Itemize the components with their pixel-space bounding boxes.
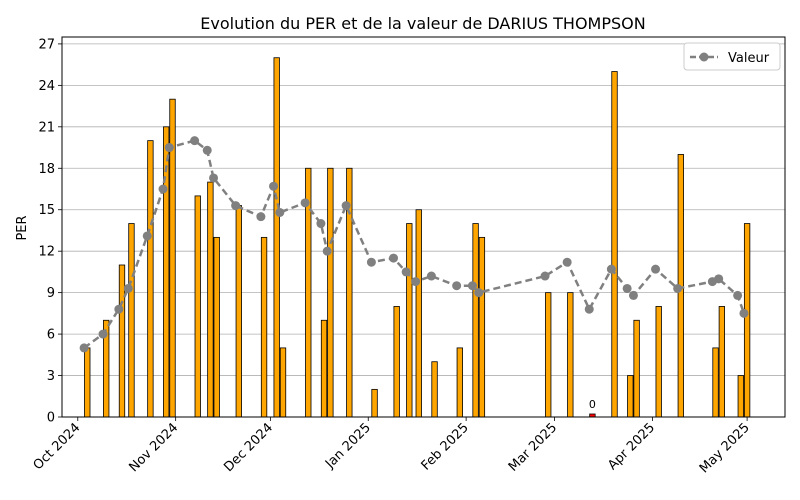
y-tick-label: 18 <box>38 162 55 177</box>
axes <box>61 36 786 418</box>
valeur-point <box>158 184 168 194</box>
valeur-point <box>411 277 421 287</box>
y-tick-label: 6 <box>47 328 55 343</box>
valeur-series <box>79 136 749 353</box>
per-bar <box>147 140 154 418</box>
per-bar <box>545 292 552 418</box>
y-tick-label: 27 <box>38 37 55 52</box>
per-bar <box>415 209 422 418</box>
valeur-point <box>209 173 219 183</box>
per-bar <box>279 347 287 418</box>
per-bar <box>320 319 328 418</box>
legend: Valeur <box>683 42 781 71</box>
per-bar <box>235 205 242 418</box>
valeur-point <box>341 201 351 211</box>
valeur-point <box>231 201 241 211</box>
valeur-point <box>202 145 212 155</box>
per-bar <box>456 347 463 418</box>
per-bar <box>712 347 719 418</box>
legend-marker <box>699 52 709 62</box>
valeur-point <box>300 198 310 208</box>
valeur-point <box>673 283 683 293</box>
valeur-point <box>467 281 477 291</box>
per-bar <box>327 167 334 418</box>
valeur-point <box>426 271 436 281</box>
per-bar <box>743 223 751 418</box>
valeur-point <box>98 329 108 339</box>
y-ticks: 0 3 6 9 12 15 18 21 24 27 <box>38 37 62 426</box>
per-bar <box>273 57 280 418</box>
valeur-point <box>584 304 594 314</box>
per-bar <box>128 223 135 418</box>
valeur-point <box>366 257 376 267</box>
valeur-point <box>164 143 174 153</box>
valeur-point <box>606 264 616 274</box>
valeur-point <box>739 308 749 318</box>
per-bar <box>478 236 486 418</box>
per-bar <box>737 375 744 418</box>
valeur-point <box>733 290 743 300</box>
per-bar <box>655 306 662 418</box>
per-bar <box>406 223 413 418</box>
valeur-point <box>452 281 462 291</box>
y-tick-label: 9 <box>47 286 55 301</box>
per-bar <box>84 347 91 418</box>
y-axis-label: PER <box>15 215 30 240</box>
valeur-point <box>401 267 411 277</box>
chart-title: Evolution du PER et de la valeur de DARI… <box>200 14 645 33</box>
valeur-point <box>651 264 661 274</box>
valeur-point <box>389 253 399 263</box>
valeur-point <box>562 257 572 267</box>
valeur-point <box>79 343 89 353</box>
valeur-point <box>256 212 266 222</box>
per-bar <box>567 292 574 418</box>
y-tick-label: 21 <box>38 120 55 135</box>
per-bar <box>260 236 268 418</box>
y-tick-label: 15 <box>38 203 55 218</box>
y-tick-label: 24 <box>38 79 55 94</box>
legend-entry-valeur: Valeur <box>728 51 770 66</box>
gridlines <box>62 43 785 418</box>
per-bar <box>207 181 214 418</box>
per-bar <box>611 71 618 418</box>
valeur-point <box>474 288 484 298</box>
per-bar <box>633 319 640 418</box>
valeur-point <box>275 207 285 217</box>
per-bar <box>431 361 438 418</box>
per-bar <box>718 306 726 418</box>
valeur-point <box>540 271 550 281</box>
per-bar <box>213 236 220 418</box>
per-bar <box>472 223 479 418</box>
valeur-point <box>322 246 332 256</box>
y-tick-label: 12 <box>38 245 55 260</box>
valeur-point <box>622 283 632 293</box>
bar-labels: 0 <box>589 398 596 411</box>
bar-value-label: 0 <box>589 398 596 411</box>
valeur-point <box>142 231 152 241</box>
per-bar <box>194 195 201 418</box>
per-bar <box>393 306 400 418</box>
valeur-point <box>190 136 200 146</box>
y-tick-label: 0 <box>47 411 55 426</box>
valeur-point <box>628 290 638 300</box>
plot-frame <box>61 36 786 418</box>
valeur-point <box>714 274 724 284</box>
per-bar <box>627 375 634 418</box>
y-tick-label: 3 <box>47 369 55 384</box>
valeur-point <box>114 304 124 314</box>
per-bar <box>371 388 378 418</box>
valeur-point <box>316 219 326 229</box>
valeur-point <box>123 283 133 293</box>
legend-box <box>683 42 781 71</box>
valeur-point <box>269 181 279 191</box>
